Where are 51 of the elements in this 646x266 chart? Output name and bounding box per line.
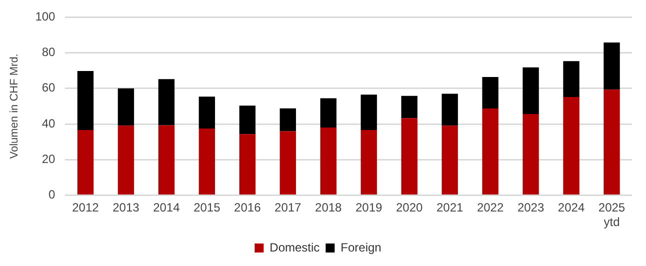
bar	[563, 61, 580, 97]
x-tick-label: 2024	[558, 200, 585, 215]
y-tick-label: 100	[35, 10, 56, 24]
x-tick-label: 2023	[517, 200, 544, 215]
bar	[401, 96, 418, 118]
x-tick-label: 2018	[315, 200, 342, 215]
x-tick-label: 2016	[234, 200, 262, 215]
bar	[158, 79, 175, 126]
x-tick-label: 2013	[112, 200, 140, 215]
bar	[522, 67, 539, 114]
bar	[604, 42, 620, 90]
bar	[320, 98, 336, 128]
x-tick-label: 2019	[356, 200, 383, 215]
y-tick-label: 20	[42, 152, 56, 166]
bar	[239, 134, 256, 194]
y-tick-label: 40	[42, 116, 56, 130]
bar	[77, 70, 94, 130]
bar	[401, 118, 418, 194]
x-tick-label: 2014	[153, 200, 180, 215]
y-axis-title: Volumen in CHF Mrd.	[8, 54, 21, 159]
bar	[604, 90, 620, 194]
y-tick-label: 80	[42, 45, 56, 60]
bar	[563, 96, 580, 194]
x-tick-label: 2021	[436, 200, 464, 215]
bar	[239, 106, 256, 134]
bar	[522, 114, 539, 194]
bar	[320, 128, 336, 194]
bar	[442, 94, 458, 126]
bar	[118, 88, 134, 126]
legend-label: Foreign	[340, 240, 382, 254]
bar	[77, 130, 94, 194]
y-tick-label: 60	[42, 80, 56, 95]
x-tick-label: 2015	[194, 200, 221, 215]
x-tick-label: 2012	[72, 200, 100, 215]
bar	[482, 108, 498, 194]
x-tick-label: 2017	[274, 200, 302, 215]
bar	[442, 126, 458, 194]
y-tick-label: 0	[48, 188, 56, 202]
bar	[158, 125, 175, 194]
bar	[482, 77, 498, 109]
bar	[198, 96, 216, 128]
bar	[118, 126, 134, 194]
x-tick-label: 2022	[476, 200, 504, 215]
x-tick-label: 2025 ytd	[598, 200, 626, 230]
x-tick-label: 2020	[396, 200, 424, 215]
bar	[360, 130, 377, 194]
bar	[360, 94, 377, 130]
bar	[280, 131, 296, 194]
bar	[280, 108, 296, 132]
legend-label: Domestic	[270, 240, 320, 254]
bar	[198, 128, 216, 194]
